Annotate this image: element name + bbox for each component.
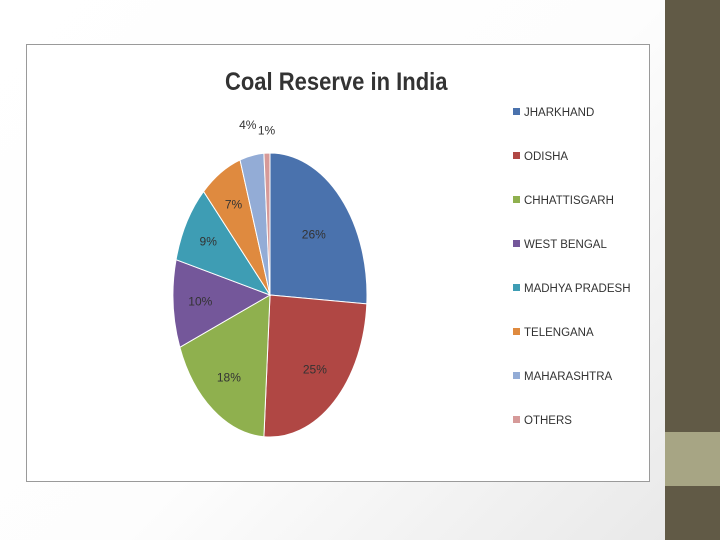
legend-label-odisha: ODISHA <box>524 151 568 163</box>
legend-label-chhattisgarh: CHHATTISGARH <box>524 195 614 207</box>
legend-label-telengana: TELENGANA <box>524 327 594 339</box>
slice-label-odisha: 25% <box>303 363 327 377</box>
slice-label-west-bengal: 10% <box>188 294 212 308</box>
legend-swatch-jharkhand <box>513 108 520 115</box>
legend-label-madhya-pradesh: MADHYA PRADESH <box>524 283 631 295</box>
legend-swatch-west-bengal <box>513 240 520 247</box>
legend-label-maharashtra: MAHARASHTRA <box>524 371 613 383</box>
pie-slice-jharkhand <box>269 152 368 305</box>
chart-title: Coal Reserve in India <box>224 68 448 96</box>
legend-swatch-others <box>513 416 520 423</box>
legend-swatch-odisha <box>513 152 520 159</box>
chart-frame <box>26 44 650 482</box>
pie-slice-madhya-pradesh <box>175 190 272 296</box>
legend-swatch-chhattisgarh <box>513 196 520 203</box>
pie-slices <box>172 152 368 438</box>
slice-label-jharkhand: 26% <box>302 228 326 242</box>
pie-slice-chhattisgarh <box>179 294 271 438</box>
legend-swatch-maharashtra <box>513 372 520 379</box>
legend-swatch-telengana <box>513 328 520 335</box>
pie-slice-labels: 26% 25% 18% 10% 9% 7% 4% 1% <box>188 118 327 385</box>
pie-slice-west-bengal <box>172 259 272 349</box>
pie-slice-odisha <box>263 294 368 438</box>
legend-label-jharkhand: JHARKHAND <box>524 107 594 119</box>
chart-legend: JHARKHAND ODISHA CHHATTISGARH WEST BENGAL MA… <box>513 107 631 427</box>
slice-label-telengana: 7% <box>225 198 243 212</box>
legend-swatch-madhya-pradesh <box>513 284 520 291</box>
slice-label-maharashtra: 4% <box>239 118 257 132</box>
pie-slice-others <box>263 152 271 296</box>
legend-label-west-bengal: WEST BENGAL <box>524 239 607 251</box>
legend-label-others: OTHERS <box>524 415 572 427</box>
slice-label-others: 1% <box>258 123 276 137</box>
slice-label-chhattisgarh: 18% <box>217 371 241 385</box>
slide-side-accent <box>665 432 720 486</box>
slice-label-madhya-pradesh: 9% <box>200 235 218 249</box>
